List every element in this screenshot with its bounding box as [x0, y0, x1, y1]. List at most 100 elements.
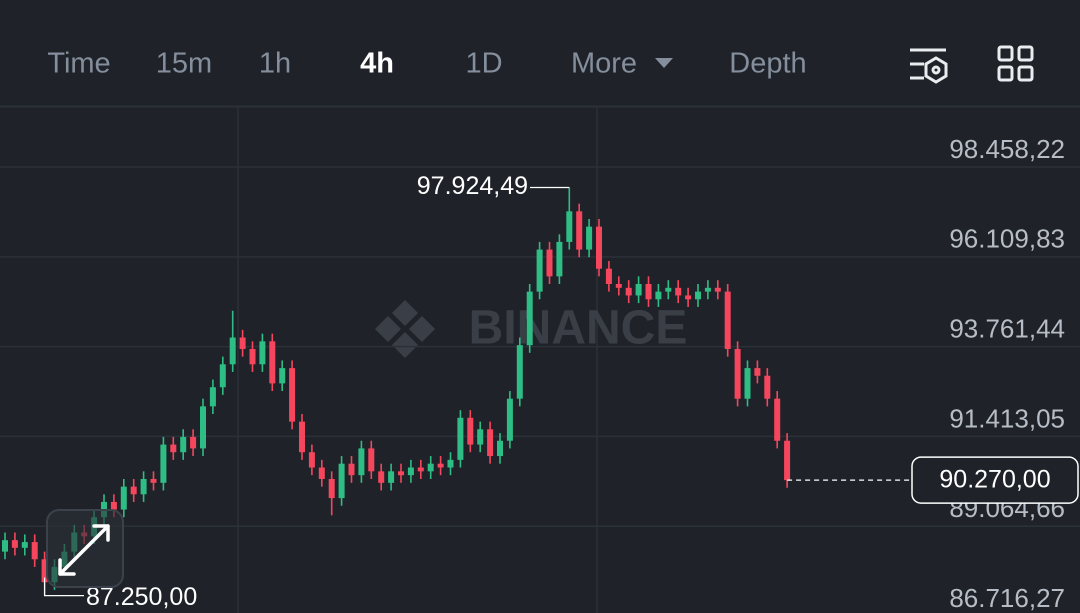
candle-body: [506, 398, 513, 441]
candle-body: [655, 291, 662, 300]
candle-body: [269, 341, 276, 384]
y-tick-label: 86.716,27: [949, 583, 1065, 613]
candle-body: [754, 368, 761, 376]
candle-body: [407, 467, 414, 476]
candle-body: [477, 429, 484, 445]
candle-body: [219, 364, 226, 388]
tab[interactable]: Time: [47, 48, 110, 80]
candle-body: [467, 417, 474, 445]
candle-body: [526, 291, 533, 346]
expand-button[interactable]: [46, 509, 124, 588]
candle-body: [774, 398, 781, 441]
candle-body: [368, 448, 375, 472]
candle-body: [378, 471, 385, 483]
candle-body: [31, 542, 38, 560]
candle-body: [447, 459, 454, 468]
candle-body: [190, 436, 197, 449]
candle-body: [299, 421, 305, 453]
min-marker: [43, 577, 84, 597]
candle-body: [427, 463, 434, 472]
candle-body: [279, 368, 286, 384]
candle-body: [358, 448, 365, 476]
candle-body: [645, 283, 652, 300]
layout-icon[interactable]: [997, 45, 1034, 82]
candle-body: [289, 368, 296, 422]
candle-body: [130, 486, 137, 495]
candle-body: [635, 283, 642, 296]
candle-body: [388, 471, 395, 483]
tab[interactable]: 15m: [156, 48, 212, 80]
candle-body: [764, 375, 771, 399]
candle-body: [120, 486, 127, 510]
max-label: 97.924,49: [417, 172, 528, 200]
tab[interactable]: More: [571, 48, 637, 80]
candle-body: [150, 478, 157, 483]
candle-body: [229, 337, 236, 365]
candle-body: [140, 478, 147, 495]
candle-body: [596, 226, 602, 269]
candle-body: [734, 348, 741, 399]
candle-body: [160, 444, 167, 483]
candle-body: [239, 337, 246, 349]
candle-body: [487, 429, 494, 457]
y-tick-label: 98.458,22: [949, 134, 1065, 164]
candle-body: [724, 291, 731, 349]
dropdown-arrow: [655, 58, 673, 68]
candle-body: [11, 540, 18, 548]
candle-body: [180, 436, 187, 453]
candle-body: [704, 287, 711, 292]
candle-body: [308, 452, 315, 468]
last-price-box: [911, 456, 1079, 504]
candle-body: [249, 348, 256, 365]
tab[interactable]: 4h: [360, 48, 394, 80]
y-tick-label: 93.761,44: [949, 314, 1065, 344]
candle-body: [556, 241, 563, 277]
candle-body: [170, 444, 177, 453]
candle-body: [209, 387, 216, 407]
y-tick-label: 96.109,83: [949, 224, 1065, 254]
candle-body: [398, 471, 404, 476]
candle-body: [685, 295, 692, 300]
candle-body: [41, 559, 48, 583]
candle-body: [2, 540, 8, 552]
candle-body: [318, 467, 325, 479]
candle-body: [566, 211, 573, 242]
candle-body: [516, 345, 523, 399]
expand-arrows: [58, 524, 110, 576]
candle-body: [417, 467, 424, 472]
watermark: BINANCE: [469, 302, 688, 355]
candle-body: [605, 268, 612, 284]
settings-icon[interactable]: [910, 48, 948, 84]
candle-body: [348, 463, 355, 476]
candle-body: [546, 249, 553, 277]
candle-body: [625, 287, 632, 296]
watermark-logo: [375, 300, 435, 358]
tab[interactable]: 1h: [259, 48, 291, 80]
tab[interactable]: Depth: [729, 48, 806, 80]
candle-body: [576, 211, 583, 250]
candle-body: [21, 542, 28, 548]
candle-body: [744, 368, 751, 399]
candle-body: [536, 249, 543, 292]
candle-body: [338, 463, 345, 499]
candle-body: [586, 226, 593, 250]
candle-body: [110, 501, 117, 510]
candle-body: [259, 341, 266, 365]
candle-body: [457, 417, 464, 460]
candle-body: [695, 291, 701, 300]
candle-body: [328, 478, 335, 499]
candle-body: [200, 406, 206, 449]
candle-body: [665, 287, 672, 292]
y-tick-label: 91.413,05: [949, 403, 1065, 433]
last-price-label: 90.270,00: [939, 466, 1050, 494]
candle-body: [497, 440, 503, 457]
tab[interactable]: 1D: [465, 48, 502, 80]
candle-body: [615, 283, 622, 288]
candle-body: [675, 287, 682, 296]
candle-body: [437, 463, 444, 468]
candle-body: [784, 440, 791, 481]
candle-body: [714, 287, 721, 292]
